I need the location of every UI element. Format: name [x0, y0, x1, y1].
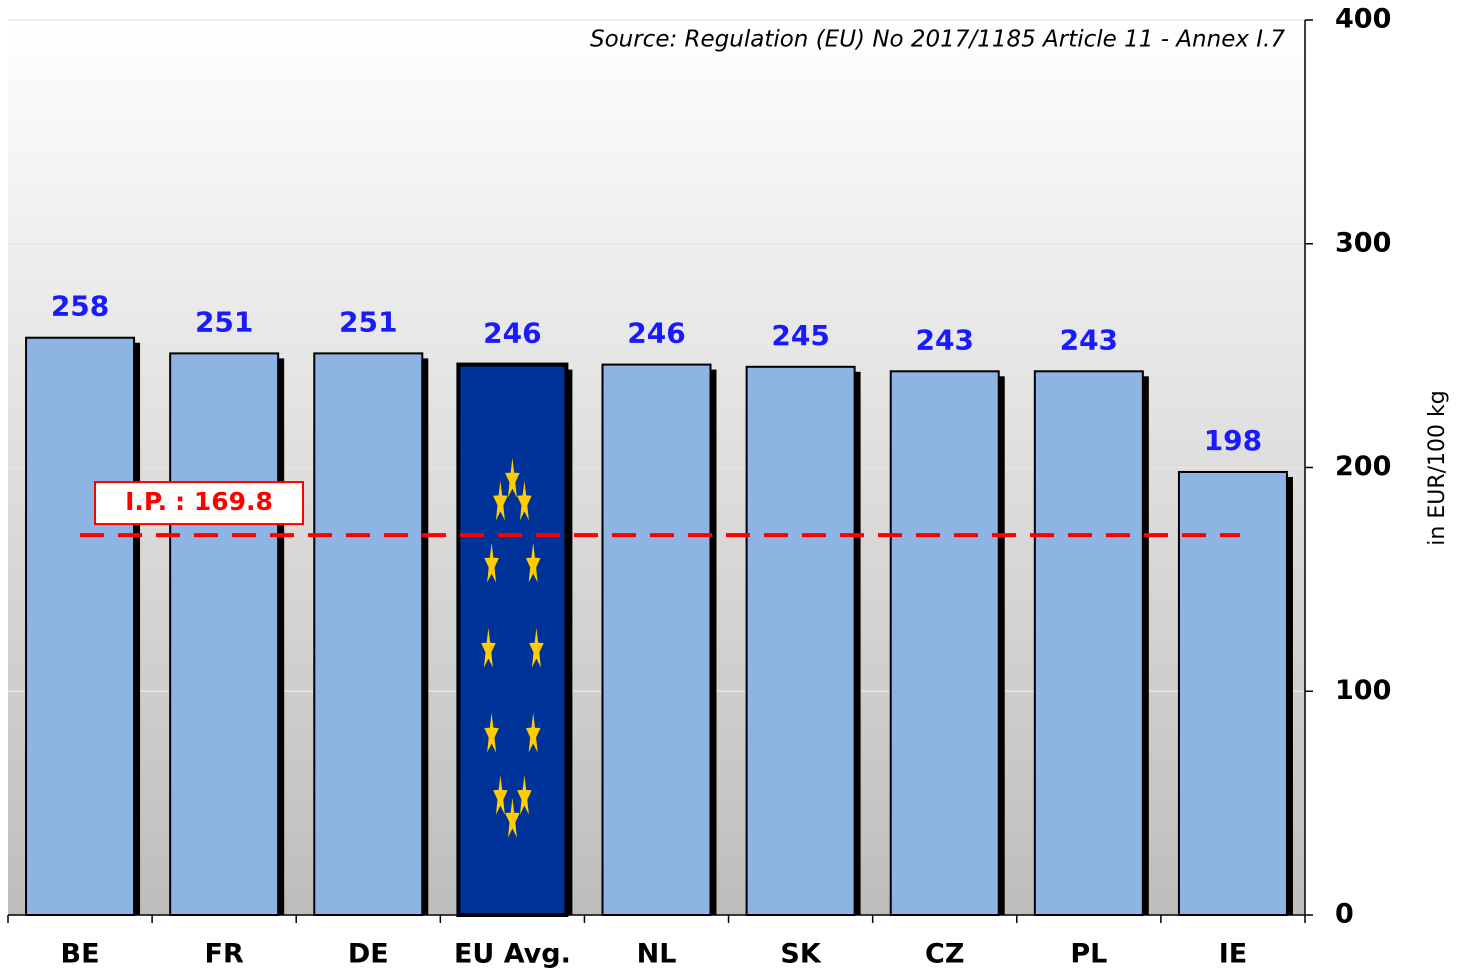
- flag-star: [505, 797, 520, 838]
- value-label: 243: [915, 323, 973, 356]
- value-label: 243: [1060, 323, 1118, 356]
- value-label: 246: [483, 317, 541, 350]
- y-axis-label: in EUR/100 kg: [1425, 390, 1450, 545]
- value-label: 198: [1204, 424, 1262, 457]
- flag-star: [517, 775, 532, 815]
- value-label: 245: [771, 319, 829, 352]
- bar: [1177, 470, 1288, 916]
- flag-star: [529, 627, 544, 668]
- flag-star: [484, 712, 499, 753]
- bar: [745, 365, 856, 916]
- flag-star: [493, 775, 508, 815]
- value-label: 246: [627, 317, 685, 350]
- x-tick-label: IE: [1219, 939, 1248, 970]
- x-tick-label: NL: [637, 939, 677, 970]
- y-tick-label: 200: [1335, 451, 1391, 482]
- y-tick-label: 100: [1335, 675, 1391, 706]
- bar: [601, 363, 712, 916]
- y-tick-label: 0: [1335, 899, 1354, 930]
- y-tick-label: 400: [1335, 4, 1391, 35]
- x-tick-label: EU Avg.: [454, 939, 571, 970]
- reference-value: : 169.8: [175, 487, 273, 516]
- flag-star: [525, 712, 541, 753]
- bar: [313, 352, 424, 916]
- reference-label-box: [94, 481, 304, 526]
- bar: [25, 336, 136, 917]
- flag-star: [525, 542, 541, 583]
- x-tick-label: SK: [780, 939, 821, 970]
- flag-star: [481, 627, 496, 668]
- x-tick-label: FR: [205, 939, 244, 970]
- value-label: 251: [339, 305, 397, 338]
- bar: [1033, 370, 1144, 917]
- y-tick-label: 300: [1335, 227, 1391, 258]
- bar: [169, 352, 280, 916]
- flag-star: [505, 457, 520, 498]
- flag-star: [517, 480, 532, 521]
- x-tick-label: DE: [348, 939, 389, 970]
- source-note: Source: Regulation (EU) No 2017/1185 Art…: [590, 27, 1285, 53]
- x-tick-label: BE: [61, 939, 100, 970]
- reference-name: I.P.: [125, 487, 167, 516]
- reference-label: I.P. : 169.8: [125, 487, 273, 516]
- x-tick-label: PL: [1070, 939, 1107, 970]
- x-tick-label: CZ: [925, 939, 964, 970]
- flag-star: [493, 480, 508, 521]
- bar: [889, 370, 1000, 917]
- value-label: 251: [195, 305, 253, 338]
- value-label: 258: [51, 290, 109, 323]
- bar: [456, 362, 569, 917]
- flag-star: [484, 542, 499, 583]
